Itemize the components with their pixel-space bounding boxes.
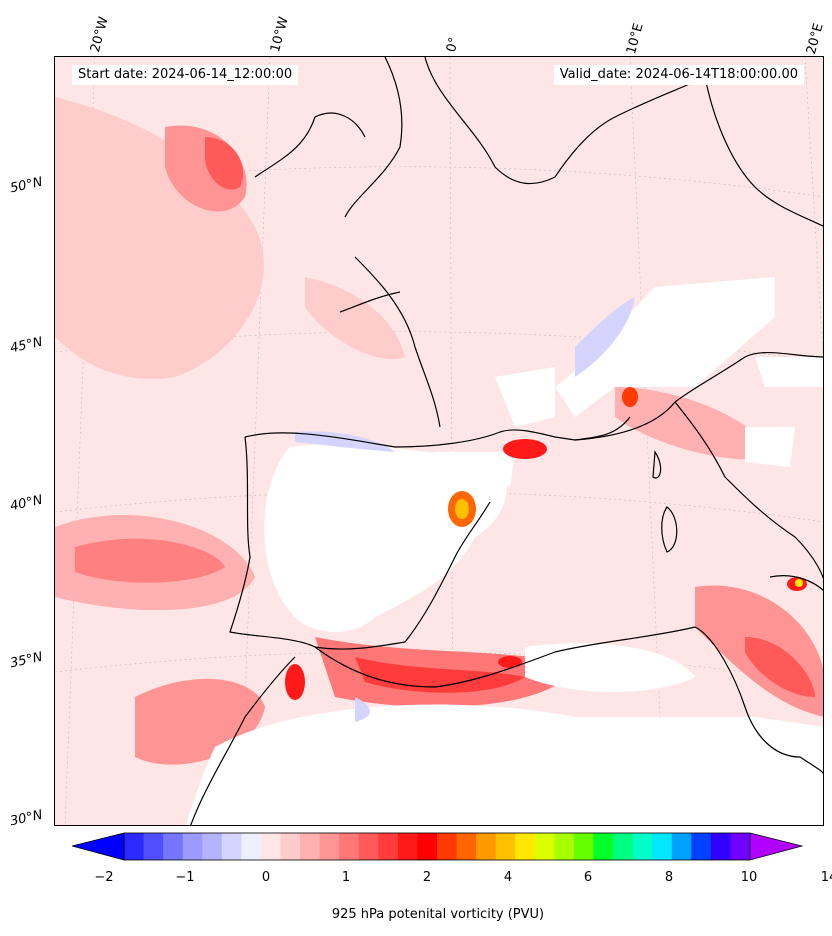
colorbar-cell [593, 833, 614, 860]
colorbar-cell [710, 833, 731, 860]
colorbar-cell [397, 833, 418, 860]
colorbar-cell [437, 833, 458, 860]
colorbar-tick: 6 [583, 870, 593, 885]
colorbar-cell [124, 833, 145, 860]
colorbar-cell [632, 833, 653, 860]
colorbar-tick: 2 [422, 870, 432, 885]
pv-contour-map [55, 57, 823, 825]
colorbar-cell [671, 833, 692, 860]
lat-label-35n: 35°N [8, 649, 44, 672]
colorbar-max-arrow [749, 832, 804, 861]
colorbar-cell [241, 833, 262, 860]
colorbar-cell [691, 833, 712, 860]
colorbar-cell [260, 833, 281, 860]
colorbar-tick: −2 [94, 870, 114, 885]
colorbar-title: 925 hPa potenital vorticity (PVU) [331, 907, 545, 922]
colorbar-cell [300, 833, 321, 860]
colorbar-min-arrow [72, 832, 125, 861]
colorbar-tick: 1 [341, 870, 351, 885]
lat-label-45n: 45°N [8, 334, 44, 357]
colorbar [72, 832, 804, 861]
pv-maxima [285, 387, 807, 700]
lon-label-10w: 10°W [268, 15, 292, 54]
lat-label-30n: 30°N [8, 807, 44, 830]
colorbar-tick: 10 [740, 870, 758, 885]
colorbar-tick: 0 [261, 870, 271, 885]
colorbar-cell [476, 833, 497, 860]
colorbar-cell [280, 833, 301, 860]
colorbar-cell [515, 833, 536, 860]
colorbar-cell [339, 833, 360, 860]
colorbar-cell [652, 833, 673, 860]
pv-field [55, 97, 823, 765]
colorbar-cell [163, 833, 184, 860]
colorbar-tick: 14 [820, 870, 832, 885]
colorbar-cell [456, 833, 477, 860]
lon-label-20e: 20°E [804, 21, 827, 56]
lon-label-20w: 20°W [88, 15, 112, 54]
coastlines [190, 57, 823, 825]
colorbar-cell [730, 833, 751, 860]
colorbar-cell [143, 833, 164, 860]
colorbar-cell [358, 833, 379, 860]
valid-date-label: Valid_date: 2024-06-14T18:00:00.00 [553, 65, 804, 85]
colorbar-cell [534, 833, 555, 860]
colorbar-cell [554, 833, 575, 860]
lon-label-10e: 10°E [624, 21, 647, 56]
lat-label-40n: 40°N [8, 492, 44, 515]
negative-pv [295, 297, 635, 722]
colorbar-cell [319, 833, 340, 860]
map-area [54, 56, 824, 826]
colorbar-cell [182, 833, 203, 860]
colorbar-tick: 4 [503, 870, 513, 885]
masked-regions [185, 277, 823, 825]
lon-label-0: 0° [444, 35, 463, 54]
start-date-label: Start date: 2024-06-14_12:00:00 [72, 65, 299, 85]
colorbar-tick: 8 [664, 870, 674, 885]
colorbar-tick: −1 [175, 870, 195, 885]
colorbar-cell [221, 833, 242, 860]
colorbar-cell [613, 833, 634, 860]
colorbar-cell [378, 833, 399, 860]
colorbar-cell [573, 833, 594, 860]
colorbar-cell [417, 833, 438, 860]
colorbar-cells [123, 832, 751, 861]
colorbar-cell [495, 833, 516, 860]
lat-label-50n: 50°N [8, 174, 44, 197]
colorbar-cell [202, 833, 223, 860]
